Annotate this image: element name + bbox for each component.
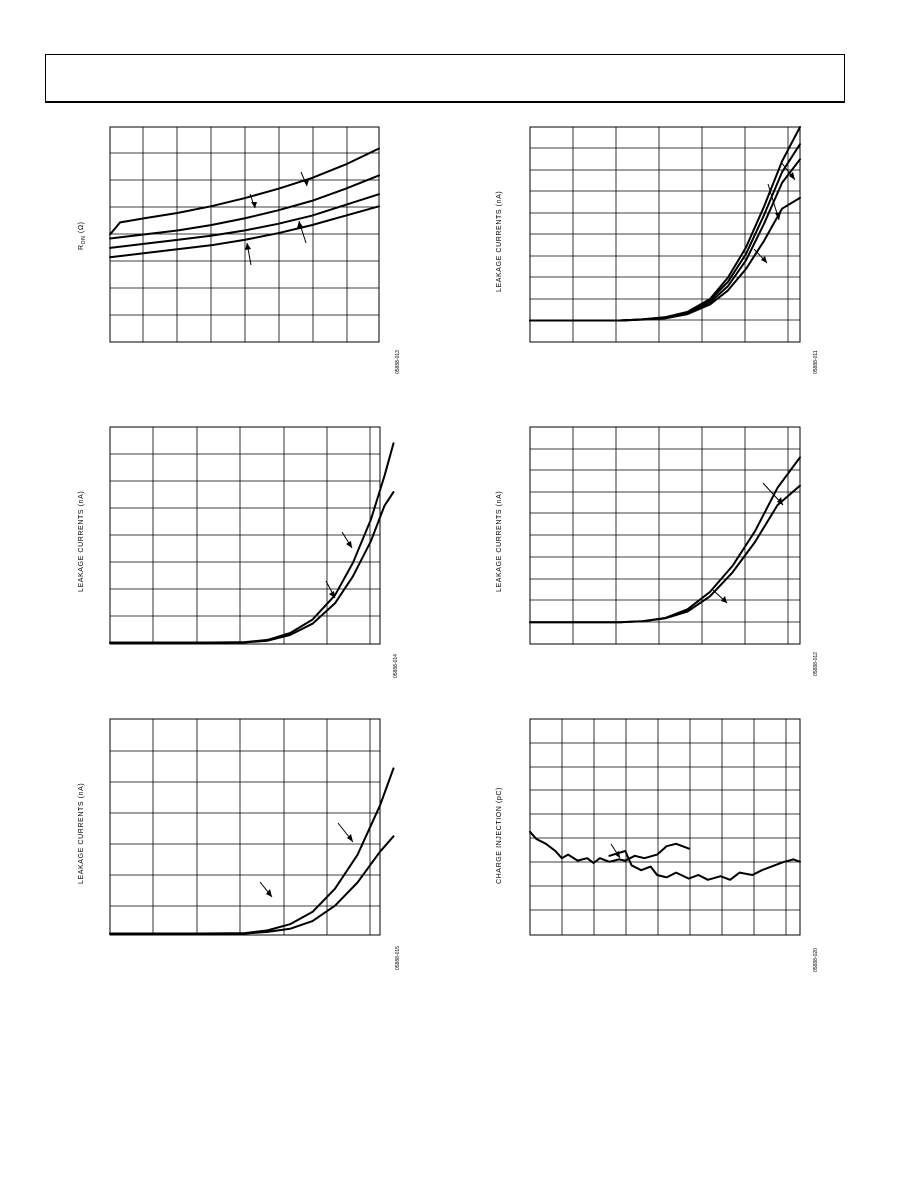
leakage-1-plot-area [529,126,801,343]
leakage-3-y-axis-label: LEAKAGE CURRENTS (nA) [496,491,503,592]
chart-charge-series-1-line [529,830,690,864]
charge-plot-area [529,718,801,936]
leakage-2-figure-code: 05888-014 [393,654,399,678]
chart-charge-series-2-line [608,850,801,881]
chart-ron-grid [110,127,379,342]
leakage-3-annotation-arrows [712,482,784,604]
leakage-4-y-axis-label: LEAKAGE CURRENTS (nA) [78,783,85,884]
chart-leak-4-series-1-line [109,767,395,935]
charge-y-axis-label: CHARGE INJECTION (pC) [496,787,503,884]
chart-leak-3-grid [530,427,800,644]
charge-figure-code: 05888-020 [813,948,819,972]
chart-leak-3-frame [529,426,801,645]
leakage-1-y-axis-label: LEAKAGE CURRENTS (nA) [496,191,503,292]
ron-plot-area [109,126,380,343]
chart-leak-3-series-1-line [529,456,801,624]
leakage-4-plot-area [109,718,395,936]
chart-ron-series-2-line [109,174,380,240]
leakage-3-plot-area [529,426,801,645]
chart-leak-4-series-2-line [109,835,395,935]
chart-leak-2-series-1-line [109,442,395,644]
leakage-4-figure-code: 05888-015 [395,946,401,970]
chart-leak-1-frame [529,126,801,343]
chart-charge-frame [529,718,801,936]
chart-leak-4-frame [109,718,381,936]
leakage-3-figure-code: 05888-012 [813,652,819,676]
charge-annotation-arrows [610,843,621,859]
chart-leak-2-frame [109,426,381,645]
chart-leak-2-series-2-line [109,491,395,644]
leakage-1-figure-code: 05888-011 [813,350,819,374]
chart-ron-series-4-line [109,205,380,259]
chart-leak-1-series-2-line [529,143,801,322]
chart-leak-1-series-1-line [529,126,801,322]
leakage-2-annotation-arrows [325,531,353,599]
ron-annotation-arrows [245,171,309,266]
chart-ron-series-1-line [109,147,380,236]
leakage-4-annotation-arrows [259,822,354,898]
leakage-2-y-axis-label: LEAKAGE CURRENTS (nA) [78,491,85,592]
page-header-frame [45,54,845,103]
chart-leak-1-series-4-line [529,196,801,322]
chart-leak-1-series-3-line [529,158,801,322]
chart-leak-4-grid [110,719,380,935]
ron-y-axis-label: RON (Ω) [78,221,87,250]
chart-charge-grid [530,719,800,935]
chart-leak-1-grid [530,127,800,342]
chart-leak-2-grid [110,427,380,644]
leakage-2-plot-area [109,426,395,645]
chart-ron-frame [109,126,380,343]
chart-leak-3-series-2-line [529,484,801,624]
chart-ron-series-3-line [109,193,380,249]
leakage-1-annotation-arrows [753,161,796,264]
ron-figure-code: 05888-013 [395,350,401,374]
